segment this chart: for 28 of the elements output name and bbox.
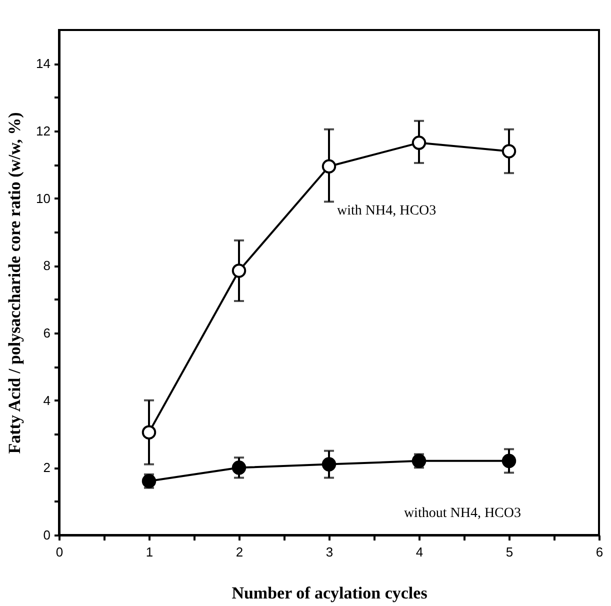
y-tick-label: 12	[36, 124, 50, 138]
text: without NH4, HCO3	[404, 506, 521, 521]
point	[142, 474, 156, 488]
x-tick-label: 5	[506, 544, 514, 560]
x-tick-label: 0	[56, 544, 64, 560]
y-axis-title: Fatty Acid / polysaccharide core ratio (w/w, %)	[5, 112, 24, 454]
y-tick-label: 0	[43, 528, 50, 542]
point	[322, 457, 336, 472]
x-tick-label: 4	[416, 544, 424, 560]
x-tick-label: 2	[236, 544, 244, 560]
text: with NH4, HCO3	[337, 203, 436, 218]
y-tick-label: 6	[43, 326, 50, 340]
y-tick-label: 4	[43, 392, 50, 408]
y-tick-label: 10	[36, 190, 50, 206]
point	[142, 425, 156, 440]
point	[322, 159, 336, 174]
point	[502, 454, 516, 468]
x-axis-title: Number of acylation cycles	[232, 584, 428, 602]
x-tick-label: 6	[596, 544, 604, 560]
point	[412, 136, 426, 150]
x-tick-label: 3	[326, 544, 334, 560]
x-tick-label: 1	[146, 544, 154, 560]
point	[502, 144, 516, 158]
y-tick-label: 14	[36, 56, 50, 72]
point	[232, 460, 246, 475]
y-tick-label: 2	[43, 460, 50, 476]
point	[232, 264, 246, 278]
y-tick-label: 8	[43, 258, 50, 274]
